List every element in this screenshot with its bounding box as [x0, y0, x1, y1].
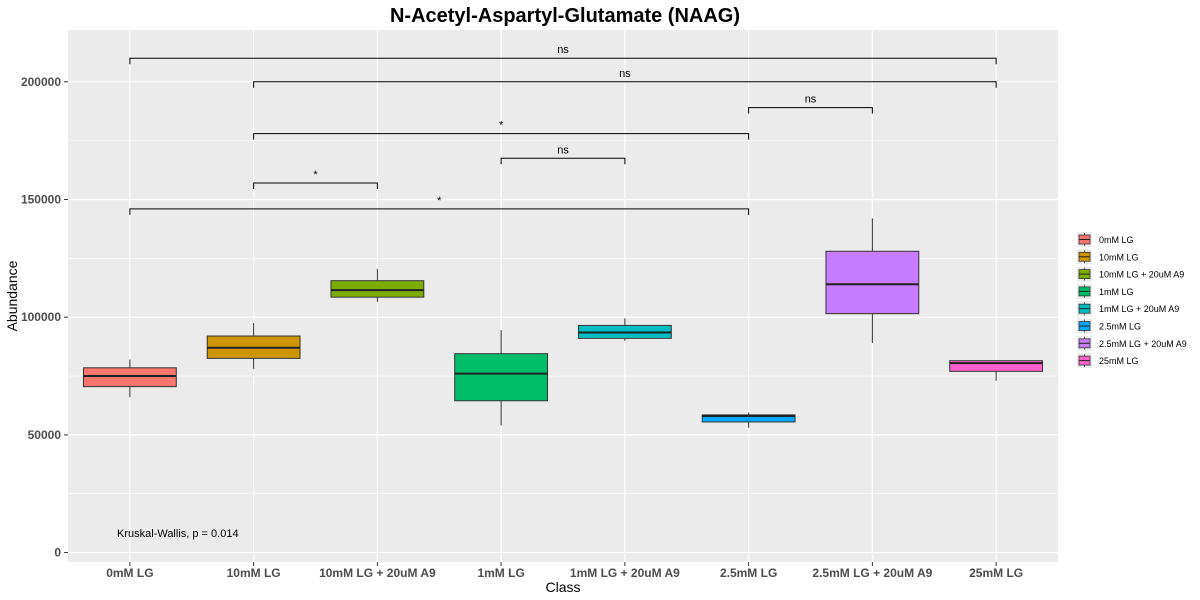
y-tick-label: 150000: [21, 192, 61, 206]
x-tick-label: 25mM LG: [969, 566, 1023, 580]
axes: 0 50000 100000 150000 200000 0mM LG 10mM LG 10m…: [21, 75, 1023, 580]
bracket-line: [253, 133, 750, 140]
legend-entry: 10mM LG: [1077, 249, 1139, 265]
legend-entry: 2.5mM LG: [1077, 318, 1141, 334]
box-body: [454, 353, 549, 402]
legend-label: 1mM LG + 20uM A9: [1099, 304, 1179, 314]
kruskal-wallis-annotation: Kruskal-Wallis, p = 0.014: [117, 528, 239, 540]
legend-entry: 10mM LG + 20uM A9: [1077, 266, 1184, 282]
x-tick-label: 0mM LG: [106, 566, 153, 580]
legend-label: 25mM LG: [1099, 356, 1139, 366]
box-10mm-lg: [206, 323, 301, 369]
comparison-bracket: ns: [748, 94, 873, 114]
legend-label: 2.5mM LG + 20uM A9: [1099, 339, 1187, 349]
significance-label: *: [499, 120, 504, 132]
x-tick-label: 1mM LG + 20uM A9: [570, 566, 680, 580]
comparison-bracket: ns: [500, 144, 626, 165]
bracket-line: [748, 107, 873, 114]
y-axis-title: Abundance: [4, 260, 20, 331]
bracket-line: [253, 81, 997, 88]
comparison-bracket: *: [129, 195, 750, 215]
legend-entry: 25mM LG: [1077, 353, 1139, 369]
chart-title: N-Acetyl-Aspartyl-Glutamate (NAAG): [390, 5, 740, 27]
grid-lines: [68, 30, 1058, 562]
legend: 0mM LG 10mM LG 10mM LG + 20uM A9 1mM LG 1mM …: [1077, 232, 1187, 369]
legend-entry: 2.5mM LG + 20uM A9: [1077, 335, 1187, 351]
y-tick-label: 200000: [21, 75, 61, 89]
legend-entry: 1mM LG + 20uM A9: [1077, 301, 1179, 317]
box-body: [701, 414, 796, 423]
comparison-bracket: *: [253, 120, 750, 140]
significance-label: ns: [619, 68, 631, 80]
legend-label: 10mM LG + 20uM A9: [1099, 270, 1184, 280]
legend-label: 0mM LG: [1099, 235, 1134, 245]
y-tick-label: 100000: [21, 310, 61, 324]
bracket-line: [253, 182, 378, 190]
box-body: [825, 250, 920, 315]
box-25mm-lg: [949, 360, 1044, 381]
bracket-line: [500, 157, 626, 165]
box-0mm-lg: [82, 359, 177, 398]
comparison-bracket: ns: [253, 68, 997, 88]
significance-label: *: [437, 195, 442, 207]
box-body: [82, 367, 177, 388]
box-series: [82, 218, 1044, 428]
legend-label: 2.5mM LG: [1099, 322, 1141, 332]
x-tick-label: 1mM LG: [477, 566, 524, 580]
y-tick-label: 50000: [28, 428, 62, 442]
x-tick-label: 10mM LG: [227, 566, 281, 580]
legend-label: 1mM LG: [1099, 287, 1134, 297]
legend-entry: 0mM LG: [1077, 232, 1134, 247]
box-2-5mm-lg-20um-a9: [825, 218, 920, 344]
significance-label: *: [313, 169, 318, 181]
y-tick-label: 0: [54, 546, 61, 560]
box-1mm-lg-20um-a9: [577, 318, 672, 341]
bracket-line: [129, 57, 997, 65]
box-1mm-lg: [454, 330, 549, 426]
comparison-brackets: ns ns ns * ns * *: [129, 44, 997, 215]
comparison-bracket: *: [253, 169, 378, 190]
significance-label: ns: [805, 94, 817, 106]
x-tick-label: 10mM LG + 20uM A9: [319, 566, 436, 580]
box-body: [330, 280, 425, 298]
x-axis-title: Class: [545, 579, 580, 595]
legend-entry: 1mM LG: [1077, 283, 1134, 299]
box-body: [949, 360, 1044, 372]
comparison-bracket: ns: [129, 44, 997, 65]
x-tick-label: 2.5mM LG + 20uM A9: [812, 566, 932, 580]
box-2-5mm-lg: [701, 412, 796, 428]
significance-label: ns: [557, 44, 569, 56]
box-10mm-lg-20um-a9: [330, 268, 425, 302]
bracket-line: [129, 208, 750, 215]
x-tick-label: 2.5mM LG: [720, 566, 777, 580]
significance-label: ns: [557, 144, 569, 156]
legend-label: 10mM LG: [1099, 252, 1139, 262]
